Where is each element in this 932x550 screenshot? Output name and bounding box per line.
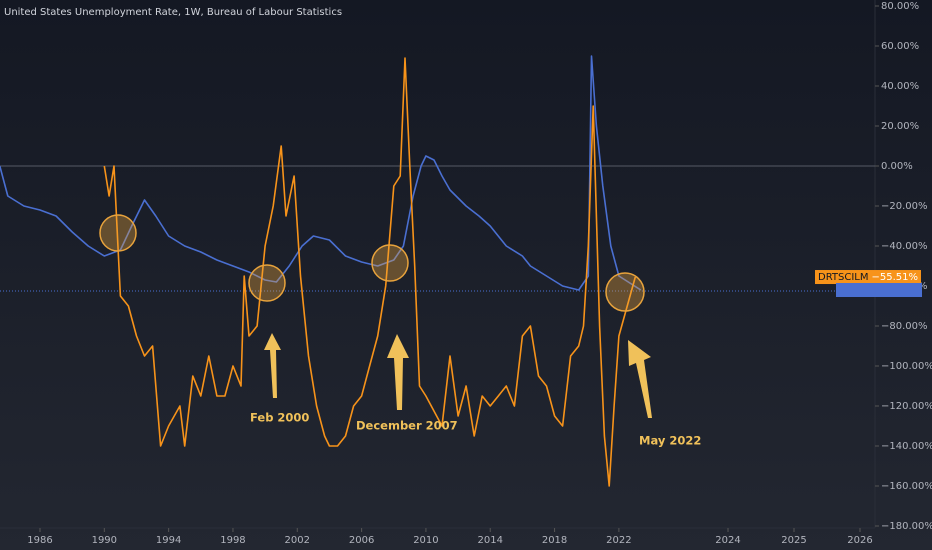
y-tick-label: −100.00%: [881, 361, 932, 372]
arrow: [628, 340, 652, 418]
x-tick-label: 2022: [606, 535, 631, 546]
series-line: [0, 55, 642, 291]
y-tick-label: −180.00%: [881, 521, 932, 532]
highlights: [99, 214, 645, 312]
x-tick-label: 2025: [781, 535, 806, 546]
y-tick-label: −20.00%: [881, 201, 928, 212]
x-tick-label: 2014: [478, 535, 503, 546]
x-tick-label: 2002: [285, 535, 310, 546]
annotation: December 2007: [356, 419, 458, 433]
y-tick-label: 60.00%: [881, 41, 919, 52]
y-tick-label: 20.00%: [881, 121, 919, 132]
y-tick-label: −160.00%: [881, 481, 932, 492]
x-tick-label: 2018: [542, 535, 567, 546]
chart-title: United States Unemployment Rate, 1W, Bur…: [4, 7, 342, 18]
series-line: [103, 57, 637, 487]
x-tick-label: 1986: [27, 535, 52, 546]
arrow: [387, 334, 409, 410]
y-tick-label: −140.00%: [881, 441, 932, 452]
highlight-circle: [371, 244, 409, 282]
y-tick-label: 80.00%: [881, 1, 919, 12]
y-tick-label: 40.00%: [881, 81, 919, 92]
x-tick-label: 2010: [413, 535, 438, 546]
x-tick-label: 1994: [156, 535, 181, 546]
highlight-circle: [605, 272, 645, 312]
y-tick-label: 0.00%: [881, 161, 913, 172]
price-tag: [815, 270, 921, 285]
x-tick-label: 2026: [847, 535, 872, 546]
price-tag-value: −55.51%: [871, 272, 918, 283]
highlight-circle: [99, 214, 137, 252]
y-tick-label: −80.00%: [881, 321, 928, 332]
y-tick-label: −40.00%: [881, 241, 928, 252]
plot: [0, 55, 642, 487]
x-tick-label: 2006: [349, 535, 374, 546]
x-tick-label: 1990: [92, 535, 117, 546]
x-tick-label: 1998: [220, 535, 245, 546]
price-tag-name: DRTSCILM: [818, 272, 869, 283]
price-tag: [836, 283, 922, 297]
annotation: May 2022: [639, 434, 701, 448]
y-tick-label: −120.00%: [881, 401, 932, 412]
x-tick-label: 2024: [715, 535, 740, 546]
annotation: Feb 2000: [250, 411, 309, 425]
arrows: [264, 333, 652, 418]
arrow: [264, 333, 281, 398]
highlight-circle: [248, 264, 286, 302]
